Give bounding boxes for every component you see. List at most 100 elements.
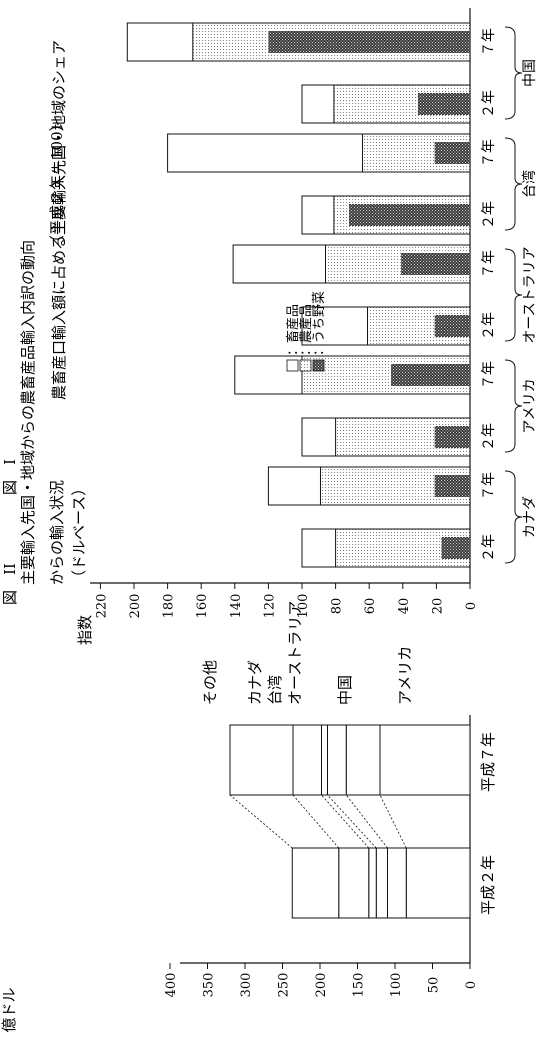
chart-2-legend-label: ：畜産品 — [285, 304, 301, 356]
chart-1-title: 農畜産口輸入額に占める主要輸入先国・地域のシェア — [50, 40, 68, 400]
chart-2-tick-label: 220 — [94, 594, 109, 619]
chart-2-year-label: ２年 — [481, 312, 497, 340]
chart-2-bar — [267, 466, 471, 506]
chart-1-tick-label: 300 — [239, 973, 254, 998]
chart-2-tick-label: 40 — [397, 598, 412, 615]
chart-1-categories: 平成２年 平成７年 — [479, 732, 497, 915]
chart-2-year-label: ７年 — [481, 139, 497, 167]
chart-2-title: 主要輸入先国・地域からの農畜産品輸入内訳の動向 — [19, 240, 37, 585]
chart-1-segment — [387, 847, 407, 919]
chart-2-year-label: ７年 — [481, 361, 497, 389]
chart-2-vegetable-segment — [391, 364, 470, 386]
chart-1-tick-label: 350 — [202, 973, 217, 998]
chart-1-connector — [327, 794, 377, 849]
chart-2: 図 II 主要輸入先国・地域からの農畜産品輸入内訳の動向 （平成２年＝100） … — [1, 8, 538, 645]
chart-1-bar-1 — [291, 847, 471, 919]
chart-1-category-label: 平成７年 — [479, 732, 497, 792]
chart-1-connector — [379, 794, 407, 849]
chart-1-segment — [291, 847, 340, 919]
chart-1-connector — [345, 794, 388, 849]
chart-2-vegetable-segment — [349, 204, 470, 226]
chart-2-bar — [234, 355, 471, 395]
chart-2-group-brace — [504, 248, 523, 342]
chart-2-tick-label: 20 — [430, 598, 445, 615]
chart-2-vegetable-segment — [434, 315, 470, 337]
chart-2-figure-label: 図 II — [1, 563, 19, 605]
chart-2-subtitle: （平成２年＝100） — [48, 116, 66, 250]
chart-2-group-label: カナダ — [522, 496, 538, 538]
chart-2-bars — [126, 22, 471, 568]
chart-1-category-label: 平成２年 — [479, 855, 497, 915]
chart-1-tick-label: 150 — [352, 973, 367, 998]
chart-2-tick-label: 140 — [229, 594, 244, 619]
chart-2-vegetable-segment — [268, 31, 470, 53]
chart-2-tick-label: 60 — [363, 598, 378, 615]
chart-1-segment — [292, 724, 322, 796]
chart-2-legend-swatch — [299, 359, 312, 372]
chart-1-y-ticks: 0 50 100 150 200 250 300 350 400 — [164, 963, 479, 997]
chart-2-year-label: ２年 — [481, 201, 497, 229]
chart-1-series-label: 中国 — [336, 675, 354, 705]
chart-1-figure-label: 図 I — [1, 459, 19, 495]
chart-1-tick-label: 100 — [389, 973, 404, 998]
chart-2-legend: ：畜産品：農産品：うち野菜 — [285, 291, 327, 372]
chart-1-tick-label: 0 — [464, 981, 479, 989]
chart-1-series-label: カナダ — [246, 660, 264, 705]
chart-2-group-brace — [504, 26, 523, 120]
chart-2-vegetable-segment — [441, 537, 470, 559]
chart-2-tick-label: 200 — [128, 594, 143, 619]
chart-2-vegetable-segment — [434, 475, 470, 497]
chart-2-title2: からの輸入状況 — [48, 480, 66, 585]
chart-1-segment — [405, 847, 471, 919]
chart-1: 図 I 農畜産口輸入額に占める主要輸入先国・地域のシェア 億ドル 0 50 100 1… — [0, 40, 497, 1033]
chart-2-bar — [301, 306, 471, 346]
chart-1-segment — [379, 724, 471, 796]
chart-1-segment — [327, 724, 347, 796]
chart-1-bar-2 — [229, 724, 471, 796]
chart-1-connector — [229, 794, 293, 849]
chart-2-bar — [301, 84, 471, 124]
chart-2-group-label: アメリカ — [522, 378, 538, 433]
chart-2-year-label: ７年 — [481, 250, 497, 278]
chart-2-y-ticks: 0 20 40 60 80 100 120 140 160 180 200 220 — [94, 583, 479, 618]
chart-2-group-brace — [504, 359, 523, 453]
chart-1-series-label: オーストラリア — [286, 601, 304, 705]
chart-2-tick-label: 180 — [162, 594, 177, 619]
chart-2-tick-label: 0 — [464, 602, 479, 610]
chart-2-group-brace — [504, 137, 523, 231]
chart-2-year-label: ２年 — [481, 534, 497, 562]
chart-2-legend-swatch — [312, 359, 325, 372]
chart-1-ylabel: 億ドル — [0, 987, 18, 1032]
chart-1-tick-label: 250 — [277, 973, 292, 998]
chart-2-year-label: ２年 — [481, 423, 497, 451]
chart-2-vegetable-segment — [434, 426, 470, 448]
chart-2-tick-label: 100 — [296, 594, 311, 619]
chart-2-group-label: 台湾 — [521, 170, 538, 198]
chart-1-tick-label: 200 — [314, 973, 329, 998]
chart-2-group-brace — [504, 470, 523, 564]
chart-2-ylabel: 指数 — [76, 615, 94, 645]
chart-2-year-label: ７年 — [481, 472, 497, 500]
chart-2-bar — [301, 528, 471, 568]
chart-2-tick-label: 120 — [262, 594, 277, 619]
chart-1-tick-label: 400 — [164, 973, 179, 998]
chart-1-segment — [229, 724, 294, 796]
chart-2-subtitle2: （ドルベース） — [70, 481, 88, 585]
chart-2-group-label: オーストラリア — [522, 246, 538, 343]
chart-2-tick-label: 80 — [330, 598, 345, 615]
chart-2-legend-swatch — [286, 359, 299, 372]
chart-2-bar — [301, 417, 471, 457]
chart-2-year-label: ７年 — [481, 28, 497, 56]
chart-2-year-label: ２年 — [481, 90, 497, 118]
chart-2-bar — [301, 195, 471, 235]
chart-2-vegetable-segment — [417, 93, 470, 115]
chart-2-legend-label: ：農産品 — [298, 304, 314, 356]
chart-1-bars — [229, 724, 471, 919]
chart-2-bar — [232, 244, 471, 284]
chart-1-series-label: 台湾 — [266, 675, 284, 705]
chart-1-connector — [321, 794, 370, 849]
chart-2-tick-label: 160 — [195, 594, 210, 619]
